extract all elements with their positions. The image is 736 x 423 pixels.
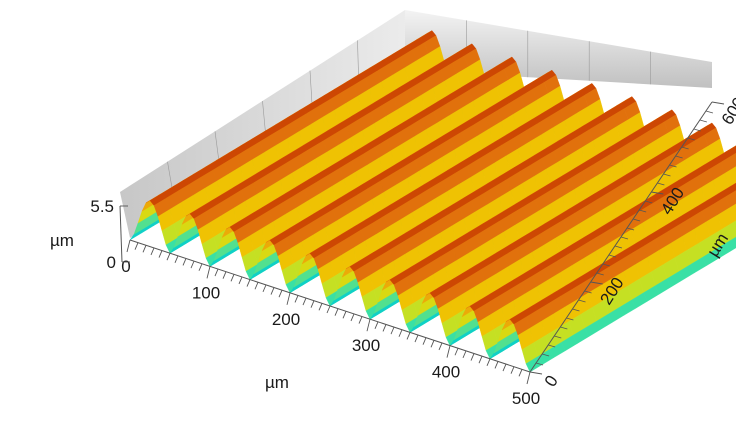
- y-axis-tick-label: 0: [541, 372, 562, 390]
- x-axis-major-tick: [526, 371, 531, 385]
- y-axis-major-tick: [711, 101, 725, 105]
- x-axis-minor-tick: [438, 342, 443, 351]
- x-axis-minor-tick: [150, 247, 155, 256]
- x-axis-major-tick: [126, 239, 131, 253]
- y-axis-minor-tick: [633, 218, 641, 222]
- x-axis-minor-tick: [422, 337, 427, 345]
- x-axis-minor-tick: [278, 289, 283, 298]
- x-axis-tick-label: 400: [432, 363, 460, 382]
- x-axis-ticks: 0 100 200 300 400 500: [121, 239, 540, 408]
- y-axis-minor-tick: [675, 155, 683, 159]
- y-axis-minor-tick: [645, 200, 653, 204]
- y-axis-minor-tick: [687, 137, 695, 141]
- y-axis-minor-tick: [663, 173, 671, 177]
- x-axis-minor-tick: [198, 263, 203, 271]
- ridge-surface: [129, 30, 736, 373]
- x-axis-minor-tick: [374, 321, 379, 330]
- y-axis-minor-tick: [639, 209, 647, 213]
- x-axis-minor-tick: [398, 329, 403, 337]
- y-axis-minor-tick: [548, 344, 556, 348]
- x-axis-label: µm: [265, 373, 289, 392]
- x-axis-minor-tick: [350, 313, 355, 322]
- x-axis-minor-tick: [174, 255, 179, 264]
- x-axis-minor-tick: [238, 276, 243, 285]
- x-axis-tick-label: 300: [352, 336, 380, 355]
- x-axis-minor-tick: [334, 308, 339, 316]
- y-axis-minor-tick: [578, 299, 586, 303]
- y-axis-minor-tick: [669, 164, 677, 168]
- y-axis-minor-tick: [626, 227, 635, 231]
- x-axis-minor-tick: [478, 355, 483, 364]
- x-axis-minor-tick: [462, 350, 467, 359]
- x-axis-minor-tick: [222, 271, 227, 279]
- z-axis-line: [119, 205, 123, 263]
- y-axis-minor-tick: [657, 182, 665, 186]
- x-axis-minor-tick: [510, 366, 515, 374]
- y-axis-minor-tick: [614, 245, 623, 249]
- y-axis-minor-tick: [705, 110, 714, 114]
- x-axis-minor-tick: [342, 311, 347, 319]
- x-axis-minor-tick: [518, 369, 523, 377]
- x-axis-minor-tick: [158, 250, 163, 258]
- y-axis-minor-tick: [699, 119, 707, 123]
- y-axis-minor-tick: [693, 128, 701, 132]
- y-axis-minor-tick: [535, 362, 544, 366]
- x-axis-minor-tick: [430, 340, 435, 348]
- x-axis-minor-tick: [470, 353, 475, 361]
- x-axis-minor-tick: [382, 324, 387, 332]
- x-axis-major-tick: [446, 345, 451, 358]
- x-axis-minor-tick: [390, 326, 395, 335]
- x-axis-tick-label: 200: [272, 310, 300, 329]
- y-axis-minor-tick: [560, 326, 568, 330]
- x-axis-major-tick: [366, 319, 371, 332]
- z-axis-tick-label: 5.5: [90, 197, 114, 216]
- y-axis-major-tick: [651, 191, 664, 195]
- x-axis-minor-tick: [214, 268, 219, 277]
- x-axis-minor-tick: [182, 258, 187, 266]
- x-axis-minor-tick: [494, 361, 499, 369]
- y-axis-minor-tick: [554, 335, 562, 339]
- z-axis-tick-label: 0: [107, 253, 116, 272]
- x-axis-minor-tick: [502, 363, 507, 372]
- y-axis-minor-tick: [620, 236, 629, 240]
- x-axis-minor-tick: [190, 260, 195, 269]
- y-axis-major-tick: [590, 281, 603, 285]
- x-axis-minor-tick: [134, 242, 139, 250]
- x-axis-minor-tick: [454, 348, 459, 356]
- z-axis-ticks: 05.5: [90, 197, 130, 272]
- x-axis-major-tick: [286, 292, 291, 305]
- x-axis-tick-label: 0: [121, 257, 130, 276]
- x-axis-minor-tick: [414, 334, 419, 343]
- z-axis-label: µm: [50, 231, 74, 250]
- x-axis-minor-tick: [262, 284, 267, 293]
- y-axis-major-tick: [529, 371, 543, 375]
- x-axis-minor-tick: [166, 253, 171, 261]
- x-axis-minor-tick: [254, 282, 259, 290]
- x-axis-minor-tick: [406, 332, 411, 340]
- x-axis-minor-tick: [142, 245, 147, 253]
- x-axis-minor-tick: [294, 295, 299, 303]
- x-axis-tick-label: 100: [192, 283, 220, 302]
- y-axis-minor-tick: [608, 254, 616, 258]
- y-axis-minor-tick: [566, 317, 574, 321]
- x-axis-minor-tick: [246, 279, 251, 287]
- y-axis-minor-tick: [542, 353, 550, 357]
- y-axis-minor-tick: [572, 308, 580, 312]
- y-axis-minor-tick: [602, 263, 610, 267]
- x-axis-minor-tick: [230, 274, 235, 282]
- x-axis-minor-tick: [270, 287, 275, 295]
- x-axis-minor-tick: [326, 305, 331, 314]
- x-axis-tick-label: 500: [512, 389, 540, 408]
- y-axis-minor-tick: [681, 146, 689, 150]
- x-axis-major-tick: [206, 266, 211, 279]
- x-axis-minor-tick: [302, 297, 307, 306]
- x-axis-minor-tick: [486, 358, 491, 366]
- y-axis-minor-tick: [584, 290, 592, 294]
- x-axis-minor-tick: [358, 316, 363, 324]
- x-axis-minor-tick: [310, 300, 315, 308]
- x-axis-minor-tick: [318, 303, 323, 311]
- y-axis-tick-label: 600: [718, 94, 736, 128]
- y-axis-minor-tick: [596, 272, 604, 276]
